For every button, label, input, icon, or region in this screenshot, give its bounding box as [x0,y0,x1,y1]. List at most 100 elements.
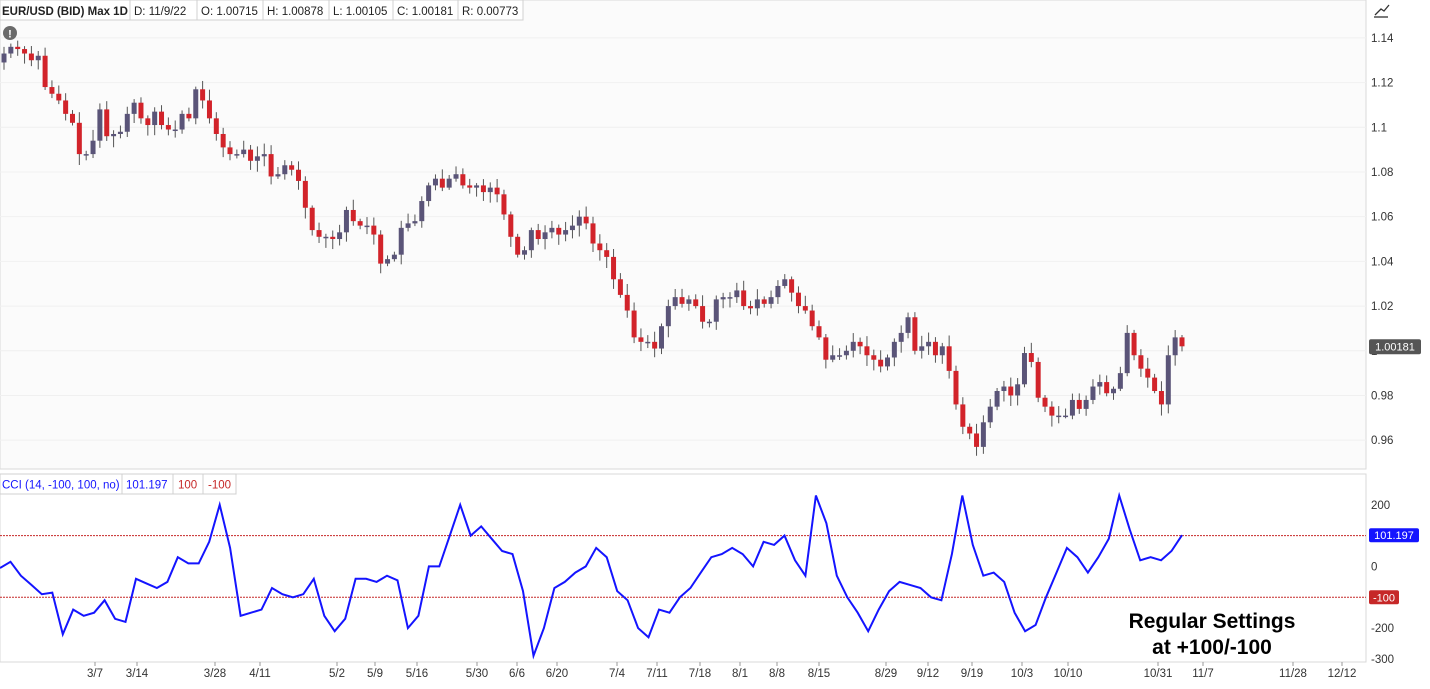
candle-down [652,341,658,349]
candle-down [515,236,521,255]
candle-up [275,174,281,177]
candle-up [1090,386,1096,400]
candle-down [316,230,322,237]
candle-down [624,294,630,311]
candle-up [576,216,582,226]
candle-down [268,154,274,177]
close-label: C: 1.00181 [397,6,453,18]
candle-up [919,346,925,351]
candle-down [556,227,562,235]
candle-down [878,359,884,367]
candle-up [131,102,137,114]
candle-up [1117,373,1123,389]
candle-up [1097,382,1103,387]
candle-down [309,207,315,231]
price-y-tick: 1.08 [1371,167,1393,179]
open-label: O: 1.00715 [201,6,258,18]
time-tick-label: 3/7 [87,668,103,680]
candle-up [323,236,329,239]
candle-up [837,355,843,357]
candle-down [350,209,356,222]
candle-down [159,111,165,126]
cci-legend: CCI (14, -100, 100, no) 101.197 100 -100 [0,473,237,495]
chart-style-icon[interactable] [1374,4,1390,18]
candle-up [385,259,391,264]
candle-up [850,341,856,351]
candle-down [56,93,62,101]
candle-up [830,355,836,360]
price-y-tick: 0.96 [1371,435,1393,447]
candle-down [693,299,699,307]
candle-down [857,341,863,347]
candle-down [871,355,877,360]
candle-up [337,232,343,240]
candle-up [1124,332,1130,374]
candle-up [35,55,41,61]
candle-up [1,53,7,63]
candle-down [104,109,110,137]
candle-down [1042,397,1048,407]
candle-down [1028,353,1034,362]
candle-up [193,89,199,119]
candle-up [905,317,911,333]
candle-down [206,100,212,119]
candle-up [172,129,178,132]
cci-y-tick: 200 [1371,500,1390,512]
time-tick-label: 9/12 [917,668,939,680]
candle-down [213,118,219,134]
candle-down [597,243,603,251]
candle-down [1152,377,1158,392]
cci-y-tick: -200 [1371,623,1394,635]
price-y-axis: 1.141.121.11.081.061.041.0210.980.96 [1371,33,1394,447]
candle-up [891,341,897,358]
candle-down [289,165,295,170]
candle-up [487,187,493,193]
cci-line [0,491,1183,660]
candle-down [508,214,514,237]
candle-down [501,194,507,215]
candle-up [1021,353,1027,385]
time-tick-label: 8/8 [769,668,785,680]
time-tick-label: 4/11 [249,668,271,680]
candle-down [69,113,75,123]
candle-up [97,109,103,141]
candle-up [152,111,158,126]
candle-down [1035,361,1041,398]
candle-up [569,225,575,231]
time-axis: 3/7 3/14 3/28 4/11 5/2 5/9 5/16 5/30 6/6 6/20 7/4 7… [87,662,1356,680]
candle-up [658,326,664,349]
candle-up [898,332,904,342]
candle-down [49,87,55,94]
candle-up [474,185,480,188]
time-tick-label: 8/1 [732,668,748,680]
candle-up [980,422,986,447]
candle-up [1015,384,1021,396]
svg-text:!: ! [8,29,12,41]
time-tick-label: 7/11 [646,668,668,680]
candle-up [1111,388,1117,394]
time-tick-label: 10/10 [1054,668,1083,680]
alert-icon[interactable]: ! [3,26,17,41]
date-label: D: 11/9/22 [134,6,186,18]
candle-down [809,310,815,327]
candle-up [1056,415,1062,418]
candle-down [28,53,34,61]
candle-down [590,223,596,244]
candle-down [357,221,363,226]
candle-up [645,341,651,344]
candle-up [90,140,96,155]
price-y-tick: 1.14 [1371,33,1394,45]
candle-up [720,297,726,300]
candle-up [419,201,425,222]
candle-up [426,185,432,202]
candle-up [254,156,260,161]
candle-down [220,133,226,148]
candle-down [378,234,384,264]
candle-up [343,209,349,233]
candle-down [611,256,617,280]
candle-up [8,46,14,54]
time-tick-label: 10/3 [1011,668,1033,680]
candle-down [15,46,21,50]
candle-up [843,350,849,356]
candle-down [480,185,486,193]
